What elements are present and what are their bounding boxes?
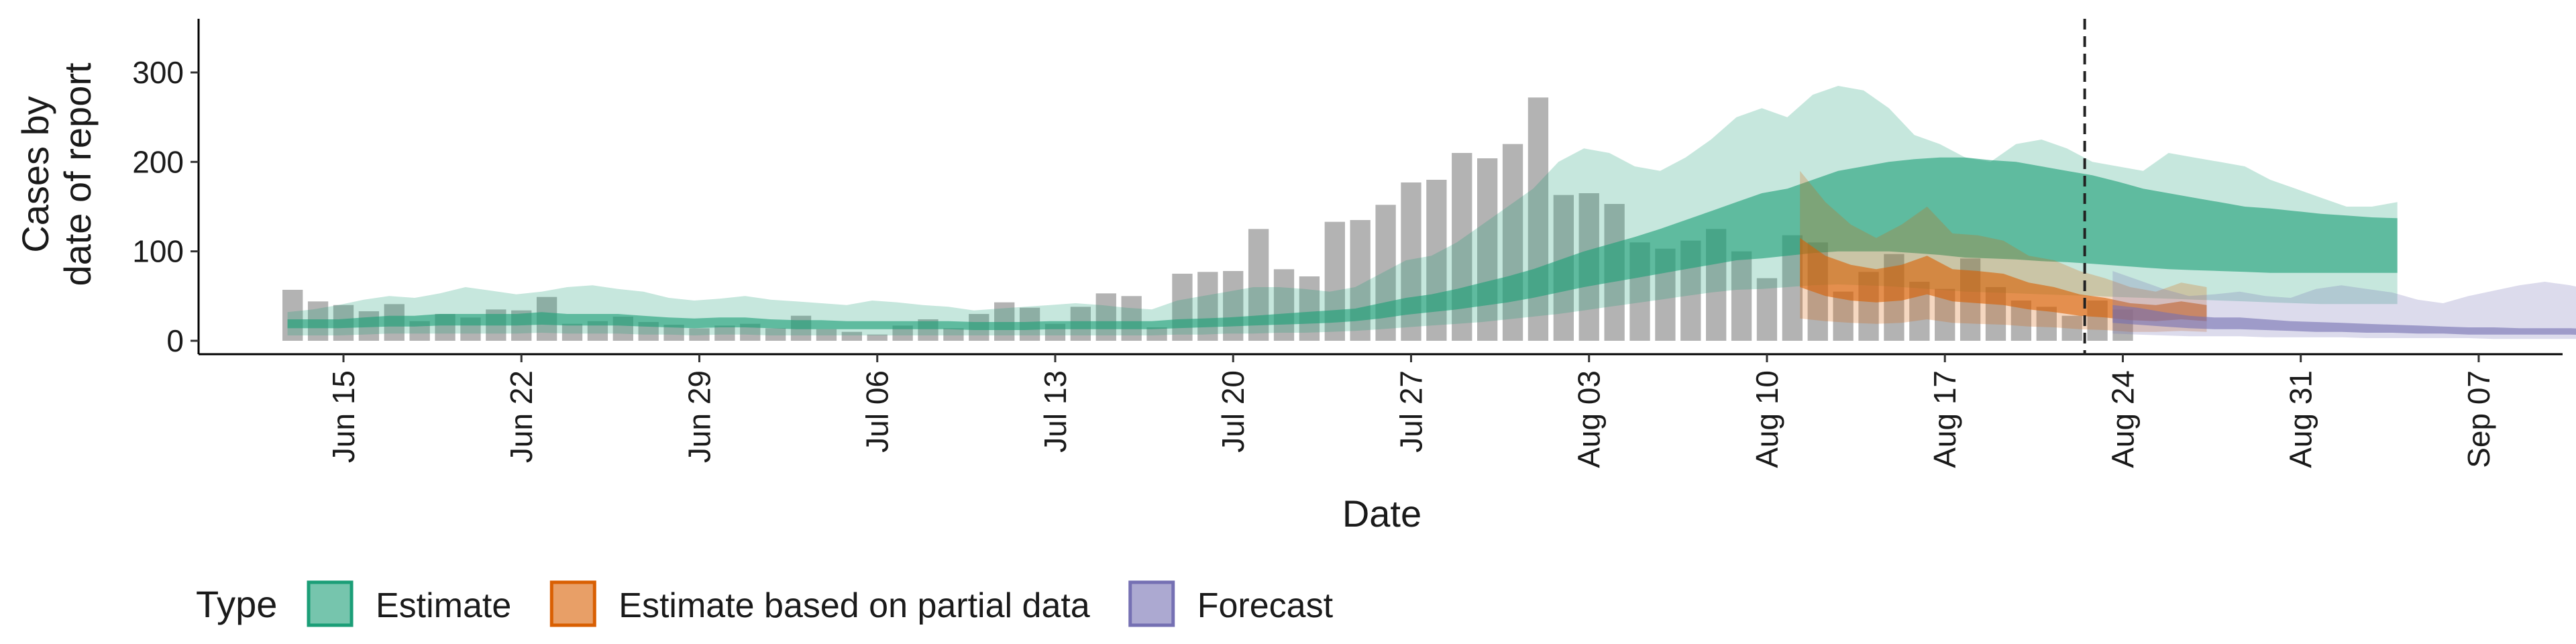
axes-layer: 0 100 200 300 Jun 15 Jun 22 Jun 29 Jul 06 Jul 13… [132, 19, 2563, 468]
x-tick-label: Jul 06 [860, 370, 895, 453]
bar-jul-22 [1273, 269, 1295, 341]
x-tick-label: Aug 31 [2284, 370, 2318, 468]
x-tick-label: Aug 24 [2105, 370, 2140, 468]
bar-jun-29 [689, 328, 710, 341]
y-axis-label-line1: Cases by [14, 96, 56, 252]
bar-jul-20 [1223, 271, 1244, 341]
y-tick-label: 0 [166, 323, 184, 358]
bar-aug-22 [2061, 315, 2082, 341]
bar-jul-07 [892, 325, 913, 341]
bar-jul-04 [816, 329, 837, 341]
legend: Type Estimate Estimate based on partial d… [196, 580, 1334, 627]
legend-swatch-estimate-based-on-partial-data [549, 580, 596, 627]
bar-aug-10 [1756, 278, 1778, 341]
y-tick-label: 100 [132, 234, 184, 269]
x-tick-label: Sep 07 [2461, 370, 2496, 468]
bar-jul-06 [867, 334, 888, 341]
x-tick-label: Aug 03 [1572, 370, 1607, 468]
y-axis-label-line2: date of report [56, 62, 99, 286]
legend-label-estimate-based-on-partial-data: Estimate based on partial data [619, 586, 1090, 625]
bar-jul-30 [1477, 158, 1498, 341]
x-tick-label: Aug 10 [1750, 370, 1784, 468]
estimate-inner-band [287, 157, 2398, 330]
estimate-based-on-partial-data-inner-band [1800, 237, 2207, 321]
bar-jul-15 [1095, 293, 1116, 341]
x-tick-label: Jun 15 [326, 370, 361, 463]
bar-jul-18 [1172, 274, 1193, 341]
forecast-inner-band [2112, 305, 2576, 335]
bar-aug-09 [1731, 251, 1752, 341]
y-tick-label: 300 [132, 55, 184, 90]
bands-layer [287, 86, 2576, 339]
x-tick-label: Jul 27 [1393, 370, 1428, 453]
x-tick-label: Jul 13 [1038, 370, 1073, 453]
bar-jul-02 [765, 328, 786, 341]
x-tick-label: Jul 20 [1216, 370, 1250, 453]
bar-jul-19 [1197, 272, 1218, 341]
bar-jul-09 [943, 328, 964, 341]
bar-aug-01 [1527, 97, 1549, 341]
legend-swatch-forecast [1128, 580, 1175, 627]
bar-jun-13 [282, 290, 303, 341]
legend-title: Type [196, 583, 277, 625]
legend-swatch-estimate [307, 580, 354, 627]
legend-label-forecast: Forecast [1197, 586, 1334, 625]
x-tick-label: Aug 17 [1927, 370, 1962, 468]
bar-jul-17 [1146, 327, 1167, 341]
bar-jul-11 [994, 302, 1015, 341]
x-tick-label: Jun 29 [682, 370, 716, 463]
bar-jul-16 [1121, 296, 1142, 341]
x-tick-label: Jun 22 [504, 370, 539, 463]
bar-jul-05 [841, 331, 862, 341]
bar-jun-30 [714, 325, 735, 341]
bar-jul-28 [1426, 180, 1447, 341]
x-axis-label: Date [1342, 492, 1421, 535]
bar-jul-23 [1299, 276, 1320, 341]
y-tick-label: 200 [132, 144, 184, 179]
legend-label-estimate: Estimate [376, 586, 511, 625]
bar-aug-21 [2036, 307, 2057, 341]
bar-jul-31 [1502, 144, 1523, 341]
bar-jun-24 [561, 323, 583, 341]
